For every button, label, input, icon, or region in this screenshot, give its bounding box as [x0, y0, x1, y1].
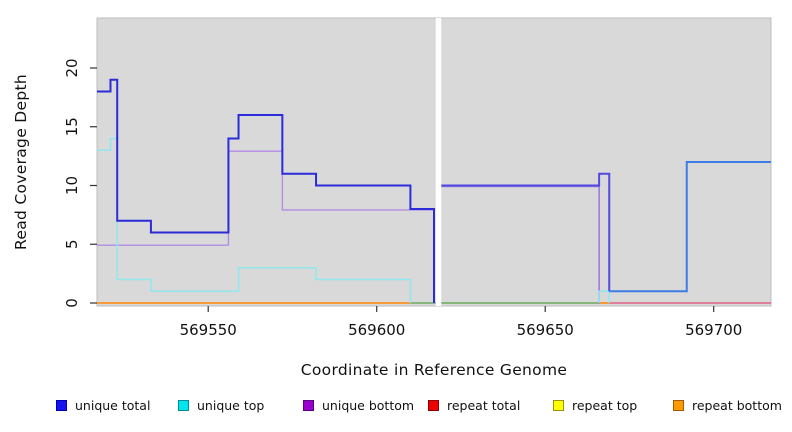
legend-item-unique-top: unique top [178, 398, 264, 413]
legend-label: repeat top [572, 398, 638, 413]
y-tick-label: 15 [63, 117, 81, 136]
repeat-top-swatch-icon [553, 400, 564, 411]
y-tick-label: 10 [63, 176, 81, 195]
legend-label: unique top [197, 398, 265, 413]
repeat-total-swatch-icon [428, 400, 439, 411]
legend-label: unique total [75, 398, 151, 413]
y-tick-label: 0 [63, 298, 81, 308]
legend-item-unique-bottom: unique bottom [303, 398, 414, 413]
x-tick-label: 569700 [685, 321, 742, 339]
y-axis-title: Read Coverage Depth [12, 74, 30, 250]
x-tick-label: 569600 [348, 321, 405, 339]
series-path-unique-total-right [609, 161, 771, 293]
series-path-unique-top-bump [598, 290, 610, 303]
legend-item-repeat-bottom: repeat bottom [673, 398, 782, 413]
legend-item-unique-total: unique total [56, 398, 150, 413]
unique-total-swatch-icon [56, 400, 67, 411]
coverage-gap-stripe [435, 18, 442, 306]
legend-item-repeat-top: repeat top [553, 398, 637, 413]
unique-bottom-swatch-icon [303, 400, 314, 411]
x-axis-title: Coordinate in Reference Genome [300, 361, 568, 379]
legend-label: repeat total [447, 398, 521, 413]
y-tick-label: 5 [63, 239, 81, 249]
legend-item-repeat-total: repeat total [428, 398, 520, 413]
legend-label: repeat bottom [692, 398, 782, 413]
legend-label: unique bottom [322, 398, 415, 413]
unique-top-swatch-icon [178, 400, 189, 411]
y-tick-label: 20 [63, 58, 81, 77]
repeat-bottom-swatch-icon [673, 400, 684, 411]
series-path-unique-top-left [97, 137, 412, 303]
coverage-plot: 569550 569600 569650 569700 0 5 10 15 20 [63, 17, 772, 339]
series-path-unique-total-left [97, 78, 435, 303]
x-tick-label: 569550 [180, 321, 237, 339]
x-tick-label: 569650 [517, 321, 574, 339]
